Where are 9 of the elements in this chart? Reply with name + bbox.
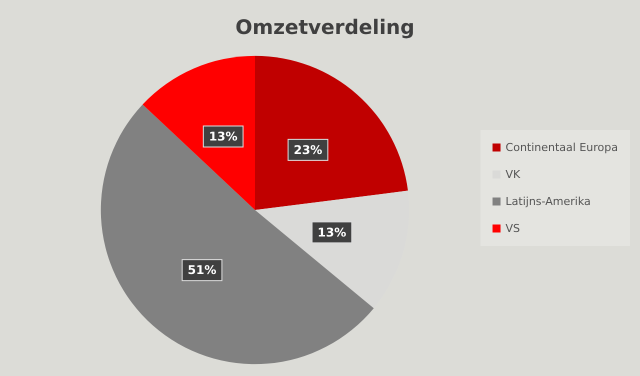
data-label: 13% bbox=[208, 130, 238, 144]
legend-label: Continentaal Europa bbox=[506, 141, 618, 154]
legend-label: Latijns-Amerika bbox=[506, 195, 591, 208]
data-label: 23% bbox=[294, 142, 322, 157]
legend-label: VK bbox=[506, 168, 522, 181]
data-label: 51% bbox=[188, 263, 216, 278]
chart-title: Omzetverdeling bbox=[235, 15, 415, 39]
data-label: 13% bbox=[318, 225, 346, 240]
legend-label: VS bbox=[506, 222, 520, 235]
